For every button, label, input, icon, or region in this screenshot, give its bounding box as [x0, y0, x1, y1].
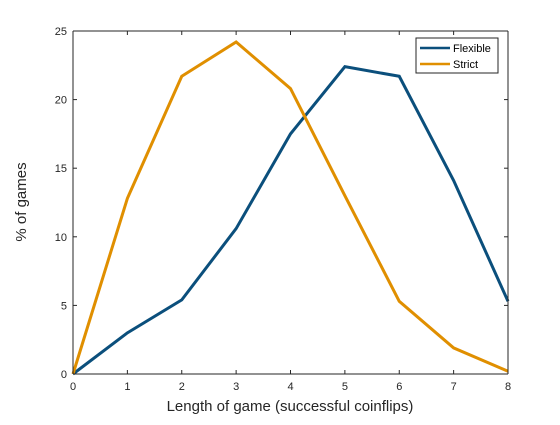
- x-tick-label: 8: [505, 381, 511, 393]
- x-tick-label: 4: [287, 381, 293, 393]
- x-tick-label: 0: [70, 381, 76, 393]
- legend-label-strict: Strict: [453, 59, 478, 71]
- y-ticks: 0 5 10 15 20 25: [55, 26, 508, 381]
- x-tick-label: 2: [179, 381, 185, 393]
- x-tick-label: 1: [124, 381, 130, 393]
- x-axis-label: Length of game (successful coinflips): [167, 398, 414, 415]
- y-tick-label: 0: [61, 369, 67, 381]
- y-tick-label: 25: [55, 26, 67, 38]
- y-tick-label: 10: [55, 232, 67, 244]
- x-tick-label: 7: [451, 381, 457, 393]
- series-layer: [71, 40, 510, 376]
- legend: Flexible Strict: [415, 37, 499, 74]
- legend-label-flexible: Flexible: [453, 43, 491, 55]
- x-tick-label: 3: [233, 381, 239, 393]
- x-ticks: 0 1 2 3 4 5 6 7 8: [70, 31, 511, 393]
- y-tick-label: 5: [61, 300, 67, 312]
- x-tick-label: 6: [396, 381, 402, 393]
- y-tick-label: 15: [55, 163, 67, 175]
- y-axis-label: % of games: [13, 162, 30, 241]
- legend-box: [415, 37, 499, 74]
- plot-area: [73, 31, 508, 374]
- x-tick-label: 5: [342, 381, 348, 393]
- series-line-strict: [71, 40, 509, 375]
- y-tick-label: 20: [55, 95, 67, 107]
- series-line-flexible: [72, 65, 510, 376]
